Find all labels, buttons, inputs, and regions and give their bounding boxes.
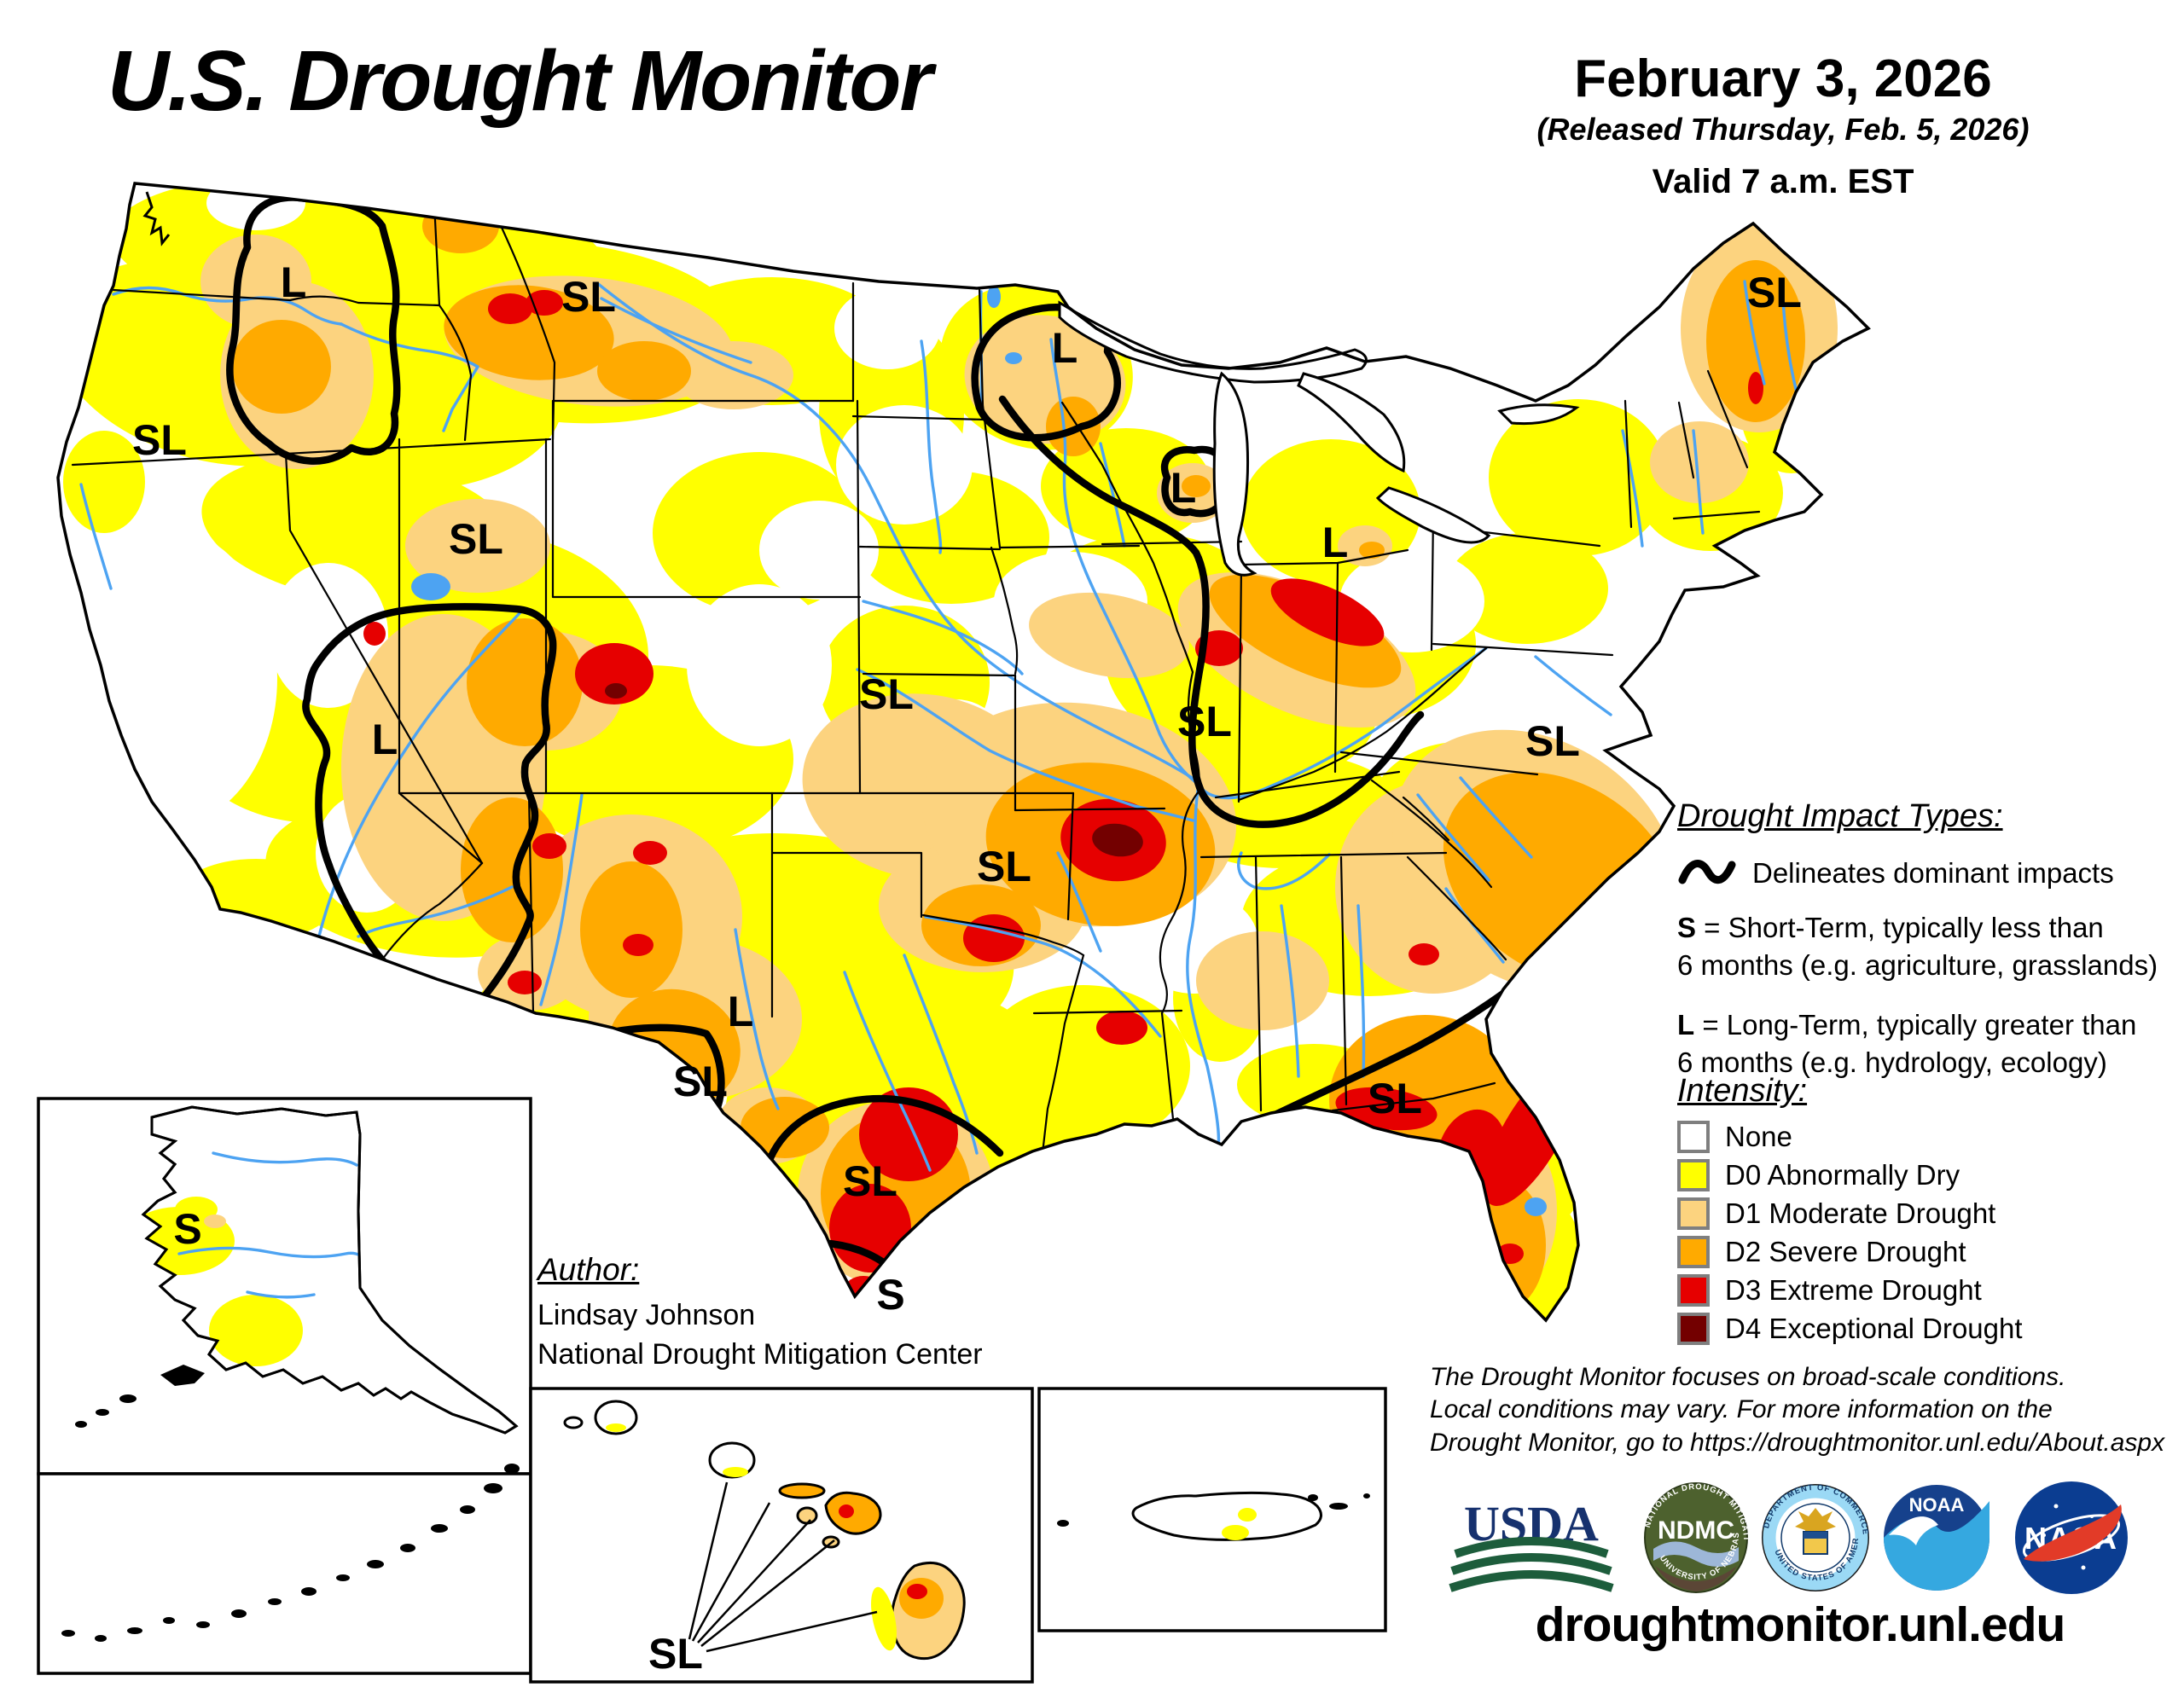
impact-label-illinois: SL [1177, 698, 1232, 745]
author-block: Author: Lindsay Johnson National Drought… [537, 1252, 983, 1375]
impact-label-texas-tip: S [876, 1271, 904, 1319]
legend-swatch [1677, 1312, 1710, 1345]
ndmc-abbr: NDMC [1658, 1516, 1734, 1545]
legend-item: D0 Abnormally Dry [1677, 1156, 2023, 1194]
legend-item: D1 Moderate Drought [1677, 1194, 2023, 1232]
impact-label-oregon-idaho: L [281, 258, 307, 306]
map-date: February 3, 2026 [1574, 49, 1992, 108]
impact-label-utah: L [372, 716, 398, 763]
impact-label-west-texas: L [728, 988, 754, 1035]
impact-definition: L = Long-Term, typically greater than 6 m… [1677, 1008, 2137, 1078]
author-heading: Author: [537, 1252, 640, 1287]
release-date: (Released Thursday, Feb. 5, 2026) [1536, 112, 2030, 148]
impact-label-big-bend: SL [673, 1058, 728, 1105]
nasa-logo: NASA [2015, 1481, 2128, 1594]
alaska-islands [75, 1365, 205, 1428]
page-title: U.S. Drought Monitor [107, 33, 932, 129]
impact-definitions: S = Short-Term, typically less than 6 mon… [1677, 909, 2184, 1104]
disclaimer-line: Drought Monitor, go to https://droughtmo… [1430, 1428, 2165, 1457]
impact-label-michigan: L [1322, 519, 1349, 566]
hawaii-inset [563, 1400, 966, 1661]
small-lakes [411, 286, 1547, 1216]
impact-label-hawaii: SL [648, 1630, 703, 1678]
impact-label-minnesota: L [1052, 324, 1078, 372]
legend-swatch [1677, 1120, 1710, 1153]
legend-label: D4 Exceptional Drought [1725, 1312, 2023, 1344]
legend-label: D3 Extreme Drought [1725, 1273, 1982, 1306]
impact-label-virginia: SL [1525, 717, 1580, 765]
impact-label-maine: SL [1747, 269, 1802, 316]
state-borders [71, 184, 1761, 1155]
impact-label-nebraska: SL [859, 670, 914, 718]
impact-definition: S = Short-Term, typically less than 6 mon… [1677, 912, 2158, 981]
delineates-label: Delineates dominant impacts [1752, 857, 2114, 889]
puget-sound [142, 191, 171, 246]
author-org: National Drought Mitigation Center [537, 1337, 983, 1371]
squiggle-icon [1678, 860, 1736, 884]
author-name: Lindsay Johnson [537, 1299, 756, 1331]
date-block: February 3, 2026 (Released Thursday, Feb… [1450, 51, 2116, 201]
intensity-legend: None D0 Abnormally Dry D1 Moderate Drought… [1677, 1117, 2023, 1348]
impact-label-south-texas: SL [843, 1157, 897, 1205]
legend-swatch [1677, 1235, 1710, 1268]
impact-label-alaska: S [173, 1205, 201, 1253]
usda-logo: USDA [1449, 1496, 1614, 1592]
noaa-logo: NOAA [1884, 1485, 1989, 1591]
legend-swatch [1677, 1197, 1710, 1230]
impact-label-south-idaho: SL [449, 515, 503, 563]
legend-label: None [1725, 1120, 1792, 1152]
legend-label: D0 Abnormally Dry [1725, 1158, 1960, 1191]
noaa-wordmark: NOAA [1909, 1494, 1965, 1516]
legend-swatch [1677, 1158, 1710, 1191]
rivers [79, 280, 1800, 1172]
legend-item: D3 Extreme Drought [1677, 1271, 2023, 1309]
disclaimer-line: Local conditions may vary. For more info… [1430, 1395, 2053, 1424]
puerto-rico-inset [1057, 1491, 1370, 1541]
disclaimer-text: The Drought Monitor focuses on broad-sca… [1430, 1361, 2184, 1459]
aleutians-inset [61, 1464, 520, 1642]
legend-item: None [1677, 1117, 2023, 1156]
impact-label-georgia: SL [1368, 1075, 1422, 1122]
legend-item: D4 Exceptional Drought [1677, 1309, 2023, 1348]
footer-url: droughtmonitor.unl.edu [1535, 1597, 2066, 1652]
great-lakes [1058, 300, 1580, 577]
hawaii-pointer-lines [688, 1481, 878, 1653]
disclaimer-line: The Drought Monitor focuses on broad-sca… [1430, 1363, 2066, 1391]
legend-label: D1 Moderate Drought [1725, 1197, 1996, 1229]
valid-time: Valid 7 a.m. EST [1652, 163, 1914, 201]
impact-label-wisconsin: L [1170, 464, 1197, 512]
impact-label-montana: SL [561, 273, 616, 321]
legend-swatch [1677, 1273, 1710, 1307]
impact-types-heading: Drought Impact Types: [1677, 798, 2003, 834]
delineates-row: Delineates dominant impacts [1677, 855, 2114, 892]
legend-label: D2 Severe Drought [1725, 1235, 1966, 1267]
impact-label-oregon-coast: SL [132, 416, 187, 464]
impact-label-oklahoma: SL [977, 843, 1031, 890]
legend-item: D2 Severe Drought [1677, 1232, 2023, 1271]
inset-boxes [37, 1097, 1387, 1684]
intensity-heading: Intensity: [1677, 1073, 1808, 1109]
